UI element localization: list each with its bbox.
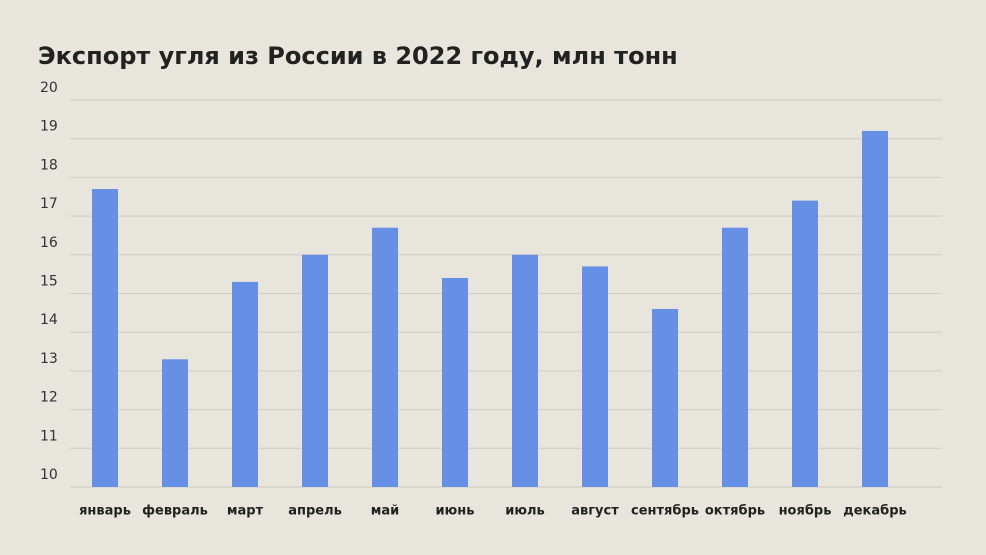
bar: [162, 359, 188, 487]
bar: [792, 200, 818, 487]
chart-title: Экспорт угля из России в 2022 году, млн …: [38, 42, 678, 70]
bar: [582, 266, 608, 487]
bar: [862, 130, 888, 487]
x-tick-label: апрель: [288, 504, 342, 519]
y-tick-label: 16: [40, 235, 58, 251]
x-tick-label: сентябрь: [631, 504, 699, 519]
bar: [372, 227, 398, 487]
y-tick-label: 10: [40, 467, 58, 483]
y-tick-label: 19: [40, 119, 58, 135]
x-tick-label: декабрь: [843, 504, 907, 519]
y-tick-label: 14: [40, 312, 58, 328]
y-tick-label: 18: [40, 157, 58, 173]
x-tick-label: октябрь: [705, 504, 765, 519]
y-tick-label: 17: [40, 196, 58, 212]
x-tick-label: июнь: [436, 504, 475, 519]
x-tick-label: март: [227, 504, 264, 519]
x-tick-label: февраль: [142, 504, 208, 519]
x-tick-label: июль: [505, 504, 545, 519]
x-tick-label: май: [371, 504, 400, 519]
y-tick-label: 13: [40, 351, 58, 367]
bar: [442, 278, 468, 487]
y-tick-label: 11: [40, 428, 58, 444]
bar: [232, 281, 258, 487]
bar: [652, 308, 678, 487]
y-tick-label: 15: [40, 274, 58, 290]
y-tick-label: 20: [40, 80, 58, 96]
y-tick-label: 12: [40, 390, 58, 406]
bar: [302, 254, 328, 487]
bar: [512, 254, 538, 487]
bar: [92, 189, 118, 487]
x-tick-label: январь: [79, 504, 131, 519]
bar: [722, 227, 748, 487]
x-tick-label: август: [571, 504, 619, 519]
x-tick-label: ноябрь: [779, 504, 832, 519]
